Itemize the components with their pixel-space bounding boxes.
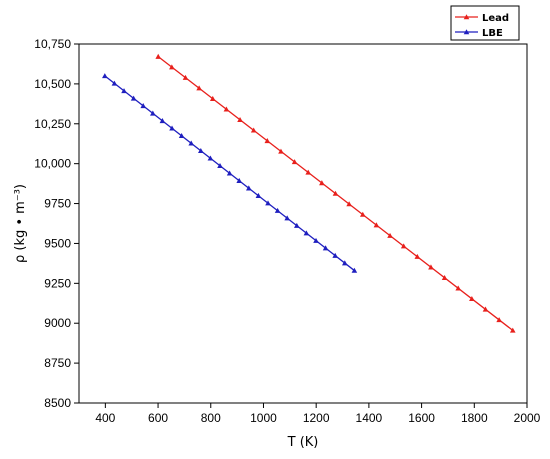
legend-marker <box>463 14 470 20</box>
data-point <box>387 232 393 238</box>
data-point <box>469 296 475 302</box>
y-tick-label: 9500 <box>44 236 71 250</box>
legend-label: Lead <box>482 13 509 24</box>
series-lead <box>155 53 516 333</box>
data-point <box>236 177 243 183</box>
data-point <box>150 110 156 116</box>
data-point <box>209 95 216 101</box>
data-point <box>303 230 310 236</box>
y-tick-label: 8750 <box>44 356 71 370</box>
x-tick-label: 1600 <box>408 411 435 425</box>
data-point <box>274 207 281 213</box>
x-tick-label: 1200 <box>303 411 330 425</box>
data-point <box>226 170 233 176</box>
legend: Lead LBE <box>450 5 520 41</box>
data-point <box>250 127 257 133</box>
data-point <box>332 252 338 258</box>
data-point <box>264 138 271 144</box>
data-point <box>102 73 108 79</box>
y-tick-label: 9000 <box>44 316 71 330</box>
data-point <box>332 190 339 196</box>
x-tick-label: 600 <box>148 411 168 425</box>
y-tick-label: 10,000 <box>34 157 71 171</box>
data-point <box>414 253 421 259</box>
legend-box <box>450 5 520 41</box>
y-tick-label: 9250 <box>44 276 71 290</box>
data-point <box>284 215 290 221</box>
data-point <box>265 200 271 206</box>
x-tick-label: 1000 <box>250 411 277 425</box>
y-tick-label: 10,750 <box>34 37 71 51</box>
data-point <box>322 245 329 251</box>
series-lbe <box>102 73 358 273</box>
x-tick-label: 1800 <box>461 411 488 425</box>
data-point <box>155 53 162 59</box>
axis-ticks: 400 600 800 1000 1200 1400 1600 1800 2000 8500 875… <box>34 37 540 425</box>
x-axis-label: T (K) <box>287 435 319 450</box>
y-tick-label: 10,500 <box>34 77 71 91</box>
data-point <box>196 85 202 91</box>
data-point <box>169 125 175 131</box>
series-layer <box>102 53 516 333</box>
data-point <box>496 317 502 323</box>
data-point <box>373 222 380 228</box>
x-tick-label: 400 <box>95 411 115 425</box>
data-point <box>319 180 325 186</box>
x-tick-label: 1400 <box>356 411 383 425</box>
data-point <box>278 148 284 154</box>
data-point <box>207 155 214 161</box>
x-tick-label: 800 <box>201 411 221 425</box>
data-point <box>159 118 166 124</box>
data-point <box>140 103 147 109</box>
data-point <box>217 162 223 168</box>
data-point <box>313 237 319 243</box>
data-point <box>182 74 189 80</box>
data-point <box>428 264 434 270</box>
data-point <box>441 274 448 280</box>
data-point <box>400 243 407 249</box>
data-point <box>255 192 262 198</box>
legend-marker <box>463 29 470 35</box>
data-point <box>293 222 300 228</box>
data-point <box>341 260 348 266</box>
data-point <box>291 159 298 165</box>
data-point <box>346 201 352 207</box>
data-point <box>188 140 195 146</box>
data-point <box>237 116 243 123</box>
data-point <box>198 147 204 154</box>
data-point <box>305 169 312 175</box>
plot-frame <box>78 43 528 404</box>
data-point <box>130 95 137 101</box>
legend-label: LBE <box>482 28 503 39</box>
data-point <box>482 306 489 312</box>
data-point <box>509 327 516 333</box>
x-tick-label: 2000 <box>514 411 541 425</box>
data-point <box>455 285 462 291</box>
y-tick-label: 9750 <box>44 197 71 211</box>
y-axis-label: ρ (kg • m⁻³) <box>13 184 28 263</box>
data-point <box>246 185 252 191</box>
data-point <box>169 64 175 70</box>
y-tick-label: 8500 <box>44 396 71 410</box>
y-tick-label: 10,250 <box>34 117 71 131</box>
data-point <box>178 133 185 139</box>
data-point <box>351 267 358 273</box>
data-point <box>223 106 230 112</box>
data-point <box>121 88 127 94</box>
data-point <box>359 211 366 217</box>
data-point <box>111 80 118 86</box>
